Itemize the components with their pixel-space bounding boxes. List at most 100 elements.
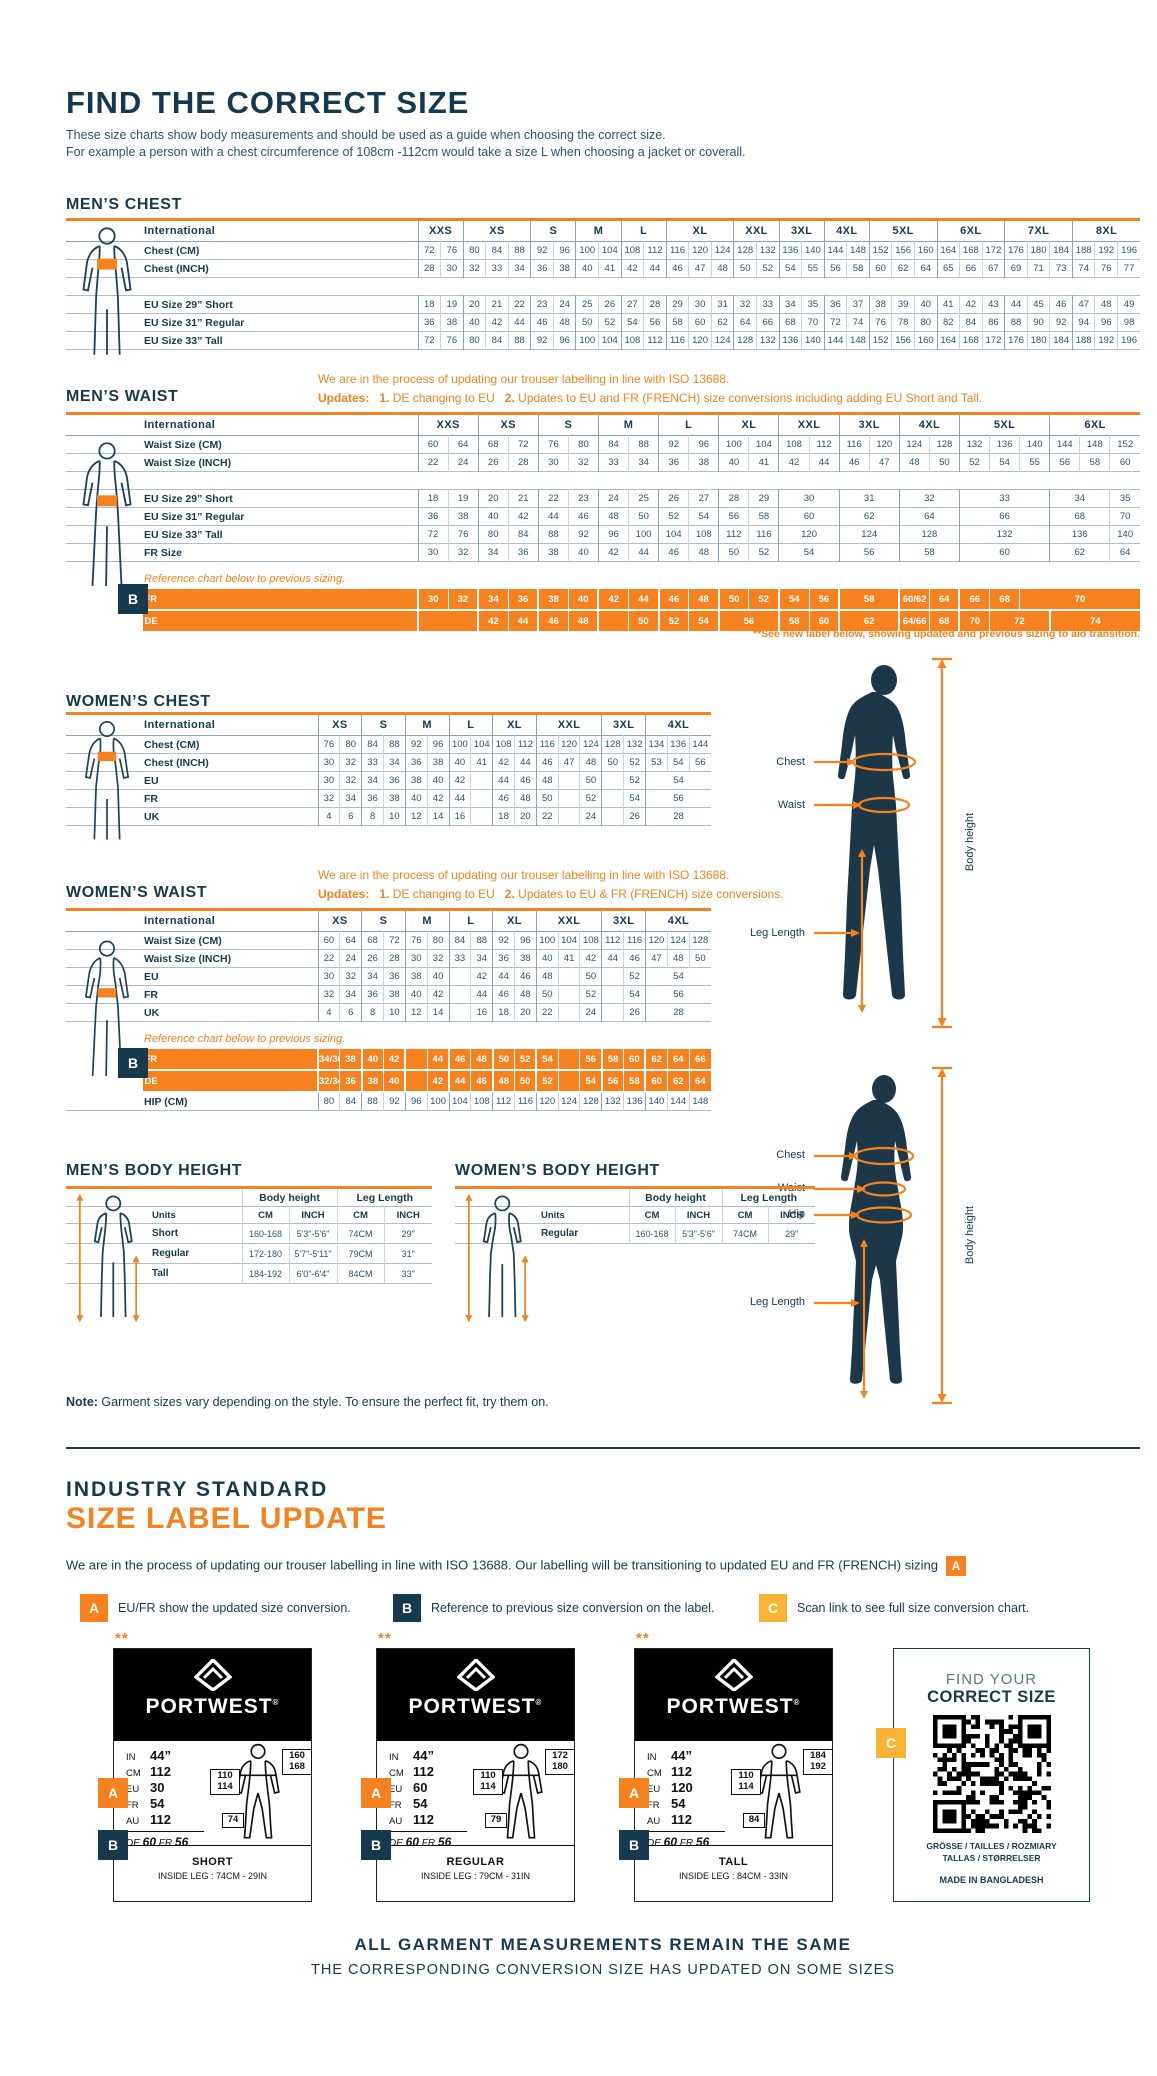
womens-body-height-heading: WOMEN’S BODY HEIGHT [455, 1162, 660, 1179]
label-box: PORTWEST® IN 44” CM 112 EU 30 FR 54 AU 112 DE 60 FR… [113, 1648, 312, 1902]
size-cell: 132 [958, 525, 1050, 544]
size-cell [557, 985, 580, 1004]
mens-body-height-table: Body height Leg Length Units CM INCH CM INCH Sh… [66, 1186, 433, 1284]
size-cell: 48 [535, 967, 559, 986]
size-cell: 104 [598, 241, 622, 260]
label-box: PORTWEST® IN 44” CM 112 EU 120 FR 54 AU 112 DE 60 F… [634, 1648, 833, 1902]
portwest-logo-icon [193, 1659, 232, 1691]
size-cell: 44 [492, 771, 515, 790]
size-cell: 33 [958, 489, 1050, 508]
size-cell: 46 [537, 610, 569, 632]
size-cell: 120 [688, 331, 712, 350]
size-cell: 20 [477, 489, 509, 508]
size-cell: 24 [579, 807, 602, 826]
size-cell: 96 [1094, 313, 1118, 332]
size-cell: 30 [404, 949, 428, 968]
stars-note: ** [636, 1630, 650, 1647]
size-cell: 38 [440, 313, 464, 332]
size-cell: 74 [1048, 610, 1140, 632]
size-cell: 40 [477, 507, 509, 526]
size-cell: 52 [623, 753, 646, 772]
size-cell: 3XL [601, 909, 646, 932]
size-cell: 92 [492, 931, 515, 950]
size-cell: 44 [628, 589, 659, 610]
size-cell: 24 [447, 453, 479, 472]
size-cell: 64/66 [898, 610, 930, 632]
size-cell: 68 [989, 589, 1020, 610]
size-cell: 36 [507, 543, 539, 562]
size-cell: 44 [1004, 295, 1028, 314]
size-cell [470, 789, 493, 808]
size-cell: 4XL [898, 413, 960, 436]
badge-b-card: B [361, 1830, 391, 1860]
size-cell: 14 [426, 807, 449, 826]
size-cell: 64 [913, 259, 938, 278]
size-cell: 72 [417, 525, 449, 544]
size-cell [557, 967, 580, 986]
size-cell: 6'0"-6'4" [288, 1263, 338, 1284]
size-cell: 112 [601, 931, 624, 950]
size-cell: Waist Size (INCH) [144, 952, 232, 965]
size-cell: 84 [485, 241, 509, 260]
size-cell: 42 [507, 507, 539, 526]
inside-leg: INSIDE LEG : 74CM - 29IN [157, 1871, 268, 1881]
brand-header: PORTWEST® [114, 1649, 311, 1741]
size-cell: 92 [658, 435, 689, 454]
inside-leg: INSIDE LEG : 79CM - 31IN [420, 1871, 531, 1881]
figure-outline-icon [757, 1743, 801, 1839]
size-cell: 19 [440, 295, 464, 314]
size-cell: Chest (INCH) [144, 262, 209, 275]
size-cell: 48 [666, 949, 690, 968]
size-cell: 32 [567, 453, 599, 472]
waist-size-box: 110 114 [473, 1769, 503, 1795]
mens-waist-heading: MEN’S WAIST [66, 388, 179, 405]
size-cell: 30 [416, 589, 449, 610]
size-cell: 184-192 [241, 1263, 289, 1284]
size-cell: 136 [989, 435, 1020, 454]
size-cell: 22 [537, 489, 569, 508]
size-cell: 20 [513, 807, 537, 826]
size-cell: 50 [579, 967, 602, 986]
size-cell: 60 [808, 610, 840, 632]
size-cell: 36 [823, 295, 847, 314]
size-cell: 52 [623, 967, 646, 986]
size-cell: 42 [620, 259, 644, 278]
waist-band [97, 988, 117, 998]
size-cell: 50 [628, 507, 659, 526]
size-cell: 64 [447, 435, 479, 454]
size-cell: XS [317, 713, 362, 736]
size-label-card-regular: ** PORTWEST® IN 44” CM 112 EU 60 FR 54 AU 112 DE 60 … [361, 1630, 575, 1902]
size-cell: 50 [718, 543, 749, 562]
size-cell: 46 [567, 507, 599, 526]
size-cell: 52 [657, 610, 689, 632]
size-cell: 54 [989, 453, 1020, 472]
size-cell: 50 [717, 589, 749, 610]
size-cell: 156 [891, 241, 915, 260]
inside-leg: INSIDE LEG : 84CM - 33IN [678, 1871, 789, 1881]
size-cell: 32 [339, 753, 362, 772]
size-cell: Units [541, 1209, 565, 1221]
size-cell: 196 [1117, 331, 1141, 350]
size-cell: 96 [404, 1092, 428, 1111]
size-cell: 32 [447, 589, 479, 610]
size-cell: 12 [404, 807, 428, 826]
size-cell: 50 [575, 313, 599, 332]
portwest-logo-icon [456, 1659, 495, 1691]
size-cell: 50 [513, 1070, 537, 1092]
size-cell [448, 967, 471, 986]
size-cell: 41 [557, 949, 580, 968]
size-cell: 76 [868, 313, 892, 332]
size-cell: S [537, 413, 599, 436]
size-fields: IN 44” CM 112 EU 30 FR 54 AU 112 [126, 1748, 171, 1827]
size-cell: 92 [404, 735, 428, 754]
size-cell: 42 [477, 610, 509, 632]
size-cell: XXL [733, 219, 780, 242]
size-cell: 62 [1049, 543, 1110, 562]
size-cell: 96 [426, 735, 449, 754]
size-cell: 64 [339, 931, 362, 950]
size-cell: 120 [535, 1092, 559, 1111]
size-cell: 54 [688, 610, 719, 632]
size-cell: L [658, 413, 719, 436]
size-cell: 36 [339, 1070, 362, 1092]
size-cell: 44 [808, 453, 840, 472]
